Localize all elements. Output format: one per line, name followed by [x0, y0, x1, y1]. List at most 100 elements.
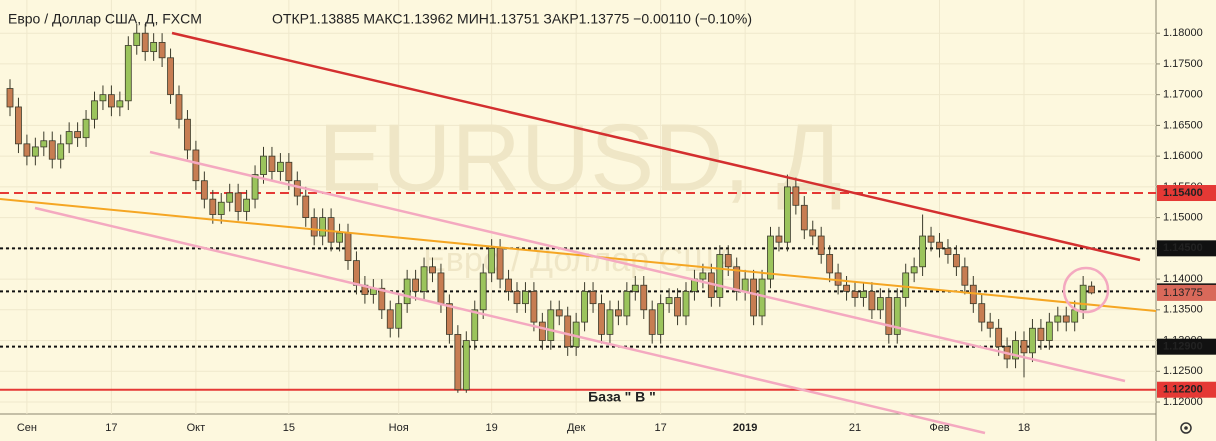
- y-tick-label: 1.13500: [1163, 304, 1203, 316]
- candle-body: [471, 309, 479, 341]
- candle-body: [538, 321, 546, 341]
- candle-body: [412, 278, 420, 292]
- candle-body: [902, 272, 910, 298]
- candle-body: [91, 100, 98, 120]
- x-tick-label: 21: [849, 422, 861, 434]
- x-tick-label: Сен: [17, 422, 37, 434]
- candle-body: [57, 143, 65, 160]
- candle-body: [1088, 285, 1095, 294]
- candle-body: [184, 118, 191, 151]
- channel-line: [34, 206, 986, 435]
- trendline: [0, 198, 1157, 312]
- candle-body: [445, 303, 453, 335]
- candle-body: [936, 241, 943, 249]
- settings-icon[interactable]: [1180, 422, 1192, 434]
- last-price-label: 1.13775: [1163, 287, 1203, 299]
- chart-title: Евро / Доллар США, Д, FXCM: [8, 11, 202, 27]
- candle-body: [251, 174, 259, 200]
- x-tick-label: 18: [1018, 422, 1030, 434]
- candle-body: [293, 180, 301, 197]
- level-label: 1.12900: [1163, 341, 1203, 353]
- candle-body: [953, 254, 960, 268]
- x-tick-label: Фев: [929, 422, 949, 434]
- candle-body: [1054, 315, 1062, 323]
- candle-body: [564, 315, 572, 348]
- gear[interactable]: [1180, 422, 1192, 434]
- x-tick-label: 15: [283, 422, 295, 434]
- price-axis: [1156, 0, 1216, 441]
- last-price-badge: [1157, 284, 1216, 301]
- candle-body: [927, 235, 935, 243]
- candle-body: [606, 309, 614, 335]
- candle-body: [716, 254, 724, 298]
- candle-body: [226, 192, 234, 203]
- candle-body: [589, 290, 597, 305]
- candle-body: [860, 290, 867, 298]
- candle-body: [893, 297, 901, 335]
- candle-body: [479, 272, 487, 311]
- candle-body: [623, 290, 631, 317]
- candle-body: [986, 321, 994, 329]
- candle-body: [1012, 340, 1019, 360]
- candle-body: [885, 297, 893, 335]
- candle-body: [437, 272, 445, 305]
- candle-body: [1037, 327, 1045, 341]
- candle-body: [403, 278, 411, 305]
- candle-body: [150, 42, 158, 53]
- candle-body: [631, 284, 639, 292]
- candle-body: [141, 32, 149, 53]
- candle-body: [1062, 315, 1070, 323]
- candle-body: [31, 146, 39, 157]
- x-tick-label: 19: [486, 422, 498, 434]
- candle-body: [395, 303, 403, 329]
- candle-body: [15, 106, 22, 145]
- y-tick-label: 1.12000: [1163, 396, 1203, 408]
- candle-body: [995, 327, 1003, 348]
- candle-body: [116, 100, 124, 108]
- candle-body: [82, 118, 90, 139]
- candle-body: [378, 287, 386, 311]
- candle-body: [319, 217, 327, 237]
- x-tick-label: 2019: [733, 422, 757, 434]
- candle-body: [48, 140, 56, 160]
- candle-body: [800, 204, 808, 231]
- candle-body: [843, 284, 850, 292]
- candle-body: [344, 232, 352, 262]
- candle-body: [792, 186, 800, 206]
- level-badge: [1157, 381, 1216, 398]
- candle-body: [124, 45, 132, 102]
- candle-body: [23, 143, 31, 157]
- candle-body: [234, 192, 242, 212]
- candle-body: [581, 290, 588, 323]
- candle-body: [724, 254, 732, 268]
- y-tick-label: 1.17500: [1163, 58, 1203, 70]
- candle-body: [429, 266, 436, 274]
- candle-body: [682, 290, 690, 317]
- candle-body: [302, 195, 310, 219]
- candle-body: [200, 180, 208, 200]
- candle-body: [944, 247, 952, 255]
- candle-body: [336, 232, 343, 243]
- x-tick-label: 17: [655, 422, 667, 434]
- candle-body: [1020, 340, 1028, 354]
- candle-body: [513, 290, 521, 305]
- candle-body: [674, 297, 681, 317]
- candle-body: [1029, 327, 1036, 354]
- candle-body: [648, 309, 656, 335]
- candle-body: [522, 290, 529, 305]
- candle-body: [876, 297, 884, 311]
- watermark: EURUSD, Д: [318, 104, 842, 211]
- candle-body: [192, 149, 200, 182]
- level-label: 1.14500: [1163, 242, 1203, 254]
- y-tick-label: 1.12500: [1163, 365, 1203, 377]
- candle-body: [310, 217, 318, 237]
- gear-center[interactable]: [1184, 426, 1188, 430]
- level-badge: [1157, 240, 1216, 257]
- y-tick-label: 1.18000: [1163, 27, 1203, 39]
- x-tick-label: Окт: [187, 422, 206, 434]
- candle-body: [353, 260, 360, 286]
- candle-body: [496, 247, 504, 280]
- candle-body: [488, 247, 496, 274]
- candle-body: [784, 186, 791, 243]
